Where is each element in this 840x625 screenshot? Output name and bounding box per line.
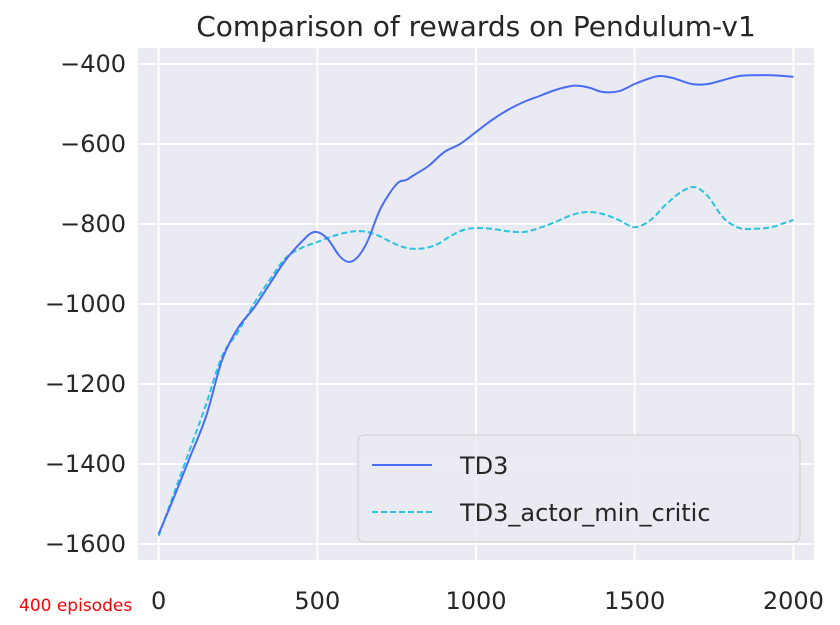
y-tick-label: −1600 [45, 530, 126, 558]
x-tick-label: 2000 [763, 587, 824, 615]
series-line-td3-actor-min-critic [157, 186, 794, 537]
x-axis-ticks: 0 500 1000 1500 2000 [151, 587, 824, 615]
episodes-annotation: 400 episodes [19, 596, 132, 616]
y-tick-label: −800 [60, 210, 126, 238]
x-tick-label: 0 [151, 587, 166, 615]
y-tick-label: −600 [60, 130, 126, 158]
y-tick-label: −400 [60, 50, 126, 78]
legend-label-td3-actor-min-critic: TD3_actor_min_critic [459, 499, 711, 527]
y-tick-label: −1000 [45, 290, 126, 318]
chart-title: Comparison of rewards on Pendulum-v1 [196, 10, 756, 43]
y-tick-label: −1200 [45, 370, 126, 398]
y-tick-label: −1400 [45, 450, 126, 478]
series-layer [157, 74, 794, 537]
legend: TD3 TD3_actor_min_critic [357, 434, 801, 543]
series-line-td3 [157, 74, 794, 535]
x-tick-label: 1500 [604, 587, 665, 615]
x-tick-label: 1000 [445, 587, 506, 615]
x-tick-label: 500 [294, 587, 340, 615]
legend-box [357, 434, 801, 543]
legend-label-td3: TD3 [459, 452, 508, 480]
y-axis-ticks: −400 −600 −800 −1000 −1200 −1400 −1600 [45, 50, 126, 558]
